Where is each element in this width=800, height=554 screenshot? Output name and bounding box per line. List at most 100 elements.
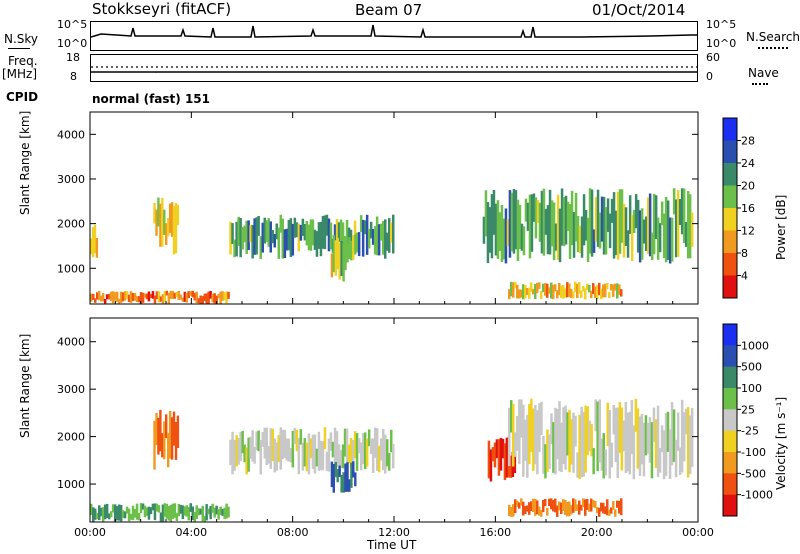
vel-cell — [616, 407, 619, 478]
power-cell — [648, 193, 652, 257]
power-cell — [566, 201, 570, 231]
power-cell — [96, 292, 99, 300]
power-cell — [361, 219, 365, 257]
vel-cell — [672, 409, 676, 462]
vel-cell — [331, 441, 335, 458]
power-cell — [624, 207, 628, 246]
vel-cell — [674, 439, 678, 478]
vel-cell — [157, 505, 161, 513]
power-cell — [598, 282, 601, 296]
vel-cell — [346, 462, 349, 492]
power-cell — [293, 217, 297, 238]
vel-cell — [96, 513, 99, 519]
power-cell — [536, 200, 540, 223]
x-tick-label: 00:00 — [74, 526, 106, 539]
vel-cell — [598, 399, 601, 463]
power-cell — [482, 216, 486, 244]
vel-cell — [542, 499, 545, 513]
vel-cell — [608, 410, 611, 479]
vel-cell — [546, 429, 549, 472]
power-cell — [261, 222, 264, 253]
vel-cell — [487, 440, 491, 479]
power-cell — [207, 291, 210, 304]
power-colorbar-tick-label: 8 — [741, 247, 748, 260]
vel-cell — [245, 447, 248, 475]
vel-cell — [516, 500, 519, 507]
vel-cell — [562, 407, 565, 465]
vel-colorbar-tick-label: 500 — [741, 361, 762, 374]
vel-cell — [173, 503, 177, 518]
vel-cell — [604, 506, 607, 515]
vel-cell — [566, 412, 569, 456]
vel-cell — [686, 407, 690, 478]
power-cell — [510, 281, 513, 297]
vel-cell — [330, 461, 334, 488]
power-ytick-label: 3000 — [57, 173, 85, 186]
power-cell — [488, 207, 492, 253]
power-cell — [516, 284, 519, 299]
vel-cell — [170, 417, 174, 460]
vel-cell — [165, 503, 169, 519]
power-cell — [584, 210, 588, 241]
power-cell — [329, 222, 333, 250]
vel-cell — [117, 504, 121, 521]
vel-cell — [626, 412, 630, 472]
power-cell — [580, 216, 584, 258]
power-cell — [678, 199, 682, 225]
vel-cell — [295, 429, 299, 452]
vel-cell — [348, 479, 351, 492]
power-cell — [534, 283, 537, 299]
vel-cell — [283, 429, 287, 459]
power-cell — [626, 230, 630, 258]
vel-cell — [588, 503, 591, 512]
power-cell — [586, 217, 590, 262]
vel-cell — [656, 405, 660, 477]
power-cell — [636, 199, 640, 253]
power-cell — [90, 238, 93, 255]
power-cell — [634, 194, 638, 229]
power-cell — [528, 287, 531, 299]
vel-cell — [181, 505, 185, 520]
vel-cell — [277, 435, 280, 463]
power-colorbar-segment — [723, 185, 737, 209]
vel-colorbar-segment — [723, 366, 737, 389]
power-cell — [676, 190, 680, 257]
power-cell — [562, 285, 565, 299]
vel-cell — [111, 504, 115, 513]
vel-cell — [350, 462, 353, 488]
power-cell — [338, 242, 341, 280]
power-cell — [165, 223, 168, 245]
noise-axis-top: 10^5 — [57, 18, 88, 31]
power-cell — [111, 291, 115, 304]
power-cell — [346, 243, 349, 263]
vel-cell — [516, 416, 519, 451]
power-cell — [542, 283, 545, 293]
vel-cell — [313, 434, 317, 474]
beam-label: Beam 07 — [355, 1, 423, 19]
power-cell — [147, 291, 151, 302]
vel-cell — [668, 429, 672, 479]
power-cell — [95, 238, 99, 258]
power-cell — [117, 298, 121, 304]
power-cell — [315, 231, 319, 257]
power-cell — [125, 291, 129, 299]
vel-cell — [574, 499, 577, 512]
vel-colorbar-segment — [723, 494, 737, 517]
power-cell — [103, 299, 107, 304]
vel-cell — [508, 407, 511, 467]
vel-cell — [133, 509, 137, 518]
power-cell — [249, 225, 252, 243]
power-cell — [279, 214, 282, 233]
power-cell — [568, 204, 572, 259]
power-cell — [161, 294, 165, 304]
vel-cell — [367, 429, 371, 447]
vel-cell — [335, 431, 339, 467]
vel-colorbar-tick-label: 25 — [741, 403, 755, 416]
vel-cell — [147, 506, 151, 520]
power-ytick-label: 2000 — [57, 218, 85, 231]
vel-cell — [574, 415, 577, 447]
power-cell — [614, 283, 617, 291]
vel-cell — [556, 408, 559, 460]
power-cell — [153, 203, 156, 224]
power-cell — [574, 192, 578, 242]
